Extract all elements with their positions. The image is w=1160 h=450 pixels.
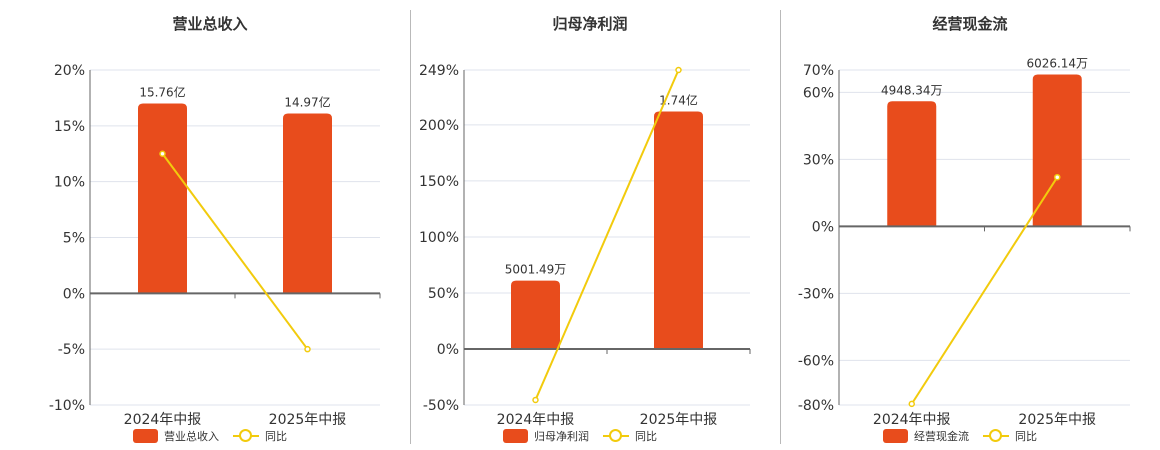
legend-line-label: 同比 [1015, 430, 1037, 443]
yoy-point-marker [304, 345, 311, 353]
bar-value-label: 6026.14万 [1026, 56, 1088, 70]
y-tick-label: 60% [803, 85, 834, 101]
legend-line-marker-icon [603, 429, 629, 443]
panel-divider [780, 10, 781, 444]
chart-panel-operating-cash-flow: 经营现金流 70% 60% 30% 0% -30% -60% -80% 4948.34万 602… [780, 0, 1160, 450]
yoy-point-marker [675, 66, 682, 74]
legend-bar-label: 经营现金流 [914, 430, 969, 443]
yoy-line [161, 153, 309, 350]
yoy-point-marker [1054, 173, 1061, 181]
bar [654, 111, 703, 349]
bar [283, 113, 332, 294]
legend-line-marker-icon [233, 429, 259, 443]
chart-panel-revenue: 营业总收入 20% 15% 10% 5% 0% -5% -10% 15.76亿 14.97亿 20… [0, 0, 400, 450]
bar [138, 103, 187, 294]
yoy-point-marker [159, 150, 166, 157]
y-tick-label: 0% [437, 342, 459, 358]
chart-panel-net-profit: 归母净利润 249% 200% 150% 100% 50% 0% -50% 5001.49万 1… [400, 0, 780, 450]
bar-value-label: 1.74亿 [659, 92, 698, 107]
y-tick-label: 150% [419, 174, 459, 190]
x-category-label: 2025年中报 [1018, 412, 1096, 428]
chart-legend: 营业总收入 同比 [133, 428, 287, 444]
x-category-label: 2024年中报 [873, 412, 951, 428]
chart-title: 归母净利润 [552, 15, 628, 33]
y-tick-label: -30% [798, 286, 834, 302]
y-tick-label: -60% [798, 353, 834, 369]
bar-value-label: 5001.49万 [505, 263, 567, 277]
y-tick-label: 5% [63, 231, 85, 247]
chart-plot: 20% 15% 10% 5% 0% -5% -10% 15.76亿 14.97亿 2024年中报 2… [49, 63, 381, 428]
x-category-label: 2024年中报 [497, 412, 575, 428]
panel-divider [410, 10, 411, 444]
bar-value-label: 4948.34万 [881, 83, 943, 97]
yoy-line [910, 176, 1059, 405]
bar [1032, 74, 1082, 227]
x-category-label: 2025年中报 [640, 412, 718, 428]
y-tick-label: 0% [812, 219, 834, 235]
y-tick-label: -80% [798, 398, 834, 414]
bar [887, 101, 937, 227]
legend-line-label: 同比 [635, 430, 657, 443]
y-tick-label: 70% [803, 63, 834, 79]
chart-plot: 70% 60% 30% 0% -30% -60% -80% 4948.34万 6026.14万 2… [798, 56, 1131, 428]
y-tick-label: 15% [54, 119, 85, 135]
y-tick-label: 30% [803, 152, 834, 168]
legend-bar-label: 归母净利润 [534, 430, 589, 443]
y-tick-label: 249% [419, 63, 459, 79]
y-tick-label: 20% [54, 63, 85, 79]
x-category-label: 2025年中报 [269, 412, 347, 428]
yoy-point-marker [532, 396, 539, 404]
legend-bar-swatch-icon [883, 429, 908, 443]
chart-legend: 归母净利润 同比 [503, 428, 657, 444]
y-tick-label: 100% [419, 230, 459, 246]
legend-line-label: 同比 [265, 430, 287, 443]
y-tick-label: -10% [49, 398, 85, 414]
legend-line-marker-icon [983, 429, 1009, 443]
y-tick-label: 200% [419, 118, 459, 134]
legend-bar-label: 营业总收入 [164, 430, 219, 443]
legend-bar-swatch-icon [133, 429, 158, 443]
yoy-point-marker [908, 400, 915, 408]
y-tick-label: -50% [423, 398, 459, 414]
y-tick-label: 10% [54, 175, 85, 191]
chart-plot: 249% 200% 150% 100% 50% 0% -50% 5001.49万 1.74亿 20… [419, 63, 751, 428]
yoy-line [534, 69, 680, 401]
legend-bar-swatch-icon [503, 429, 528, 443]
y-tick-label: 50% [428, 286, 459, 302]
bar-value-label: 15.76亿 [139, 85, 185, 100]
chart-legend: 经营现金流 同比 [883, 428, 1037, 444]
y-tick-label: 0% [63, 286, 85, 302]
x-category-label: 2024年中报 [124, 412, 202, 428]
y-tick-label: -5% [58, 342, 85, 358]
bar-value-label: 14.97亿 [284, 95, 330, 110]
bar [511, 280, 560, 349]
chart-title: 经营现金流 [932, 15, 1008, 33]
chart-title: 营业总收入 [172, 15, 248, 33]
